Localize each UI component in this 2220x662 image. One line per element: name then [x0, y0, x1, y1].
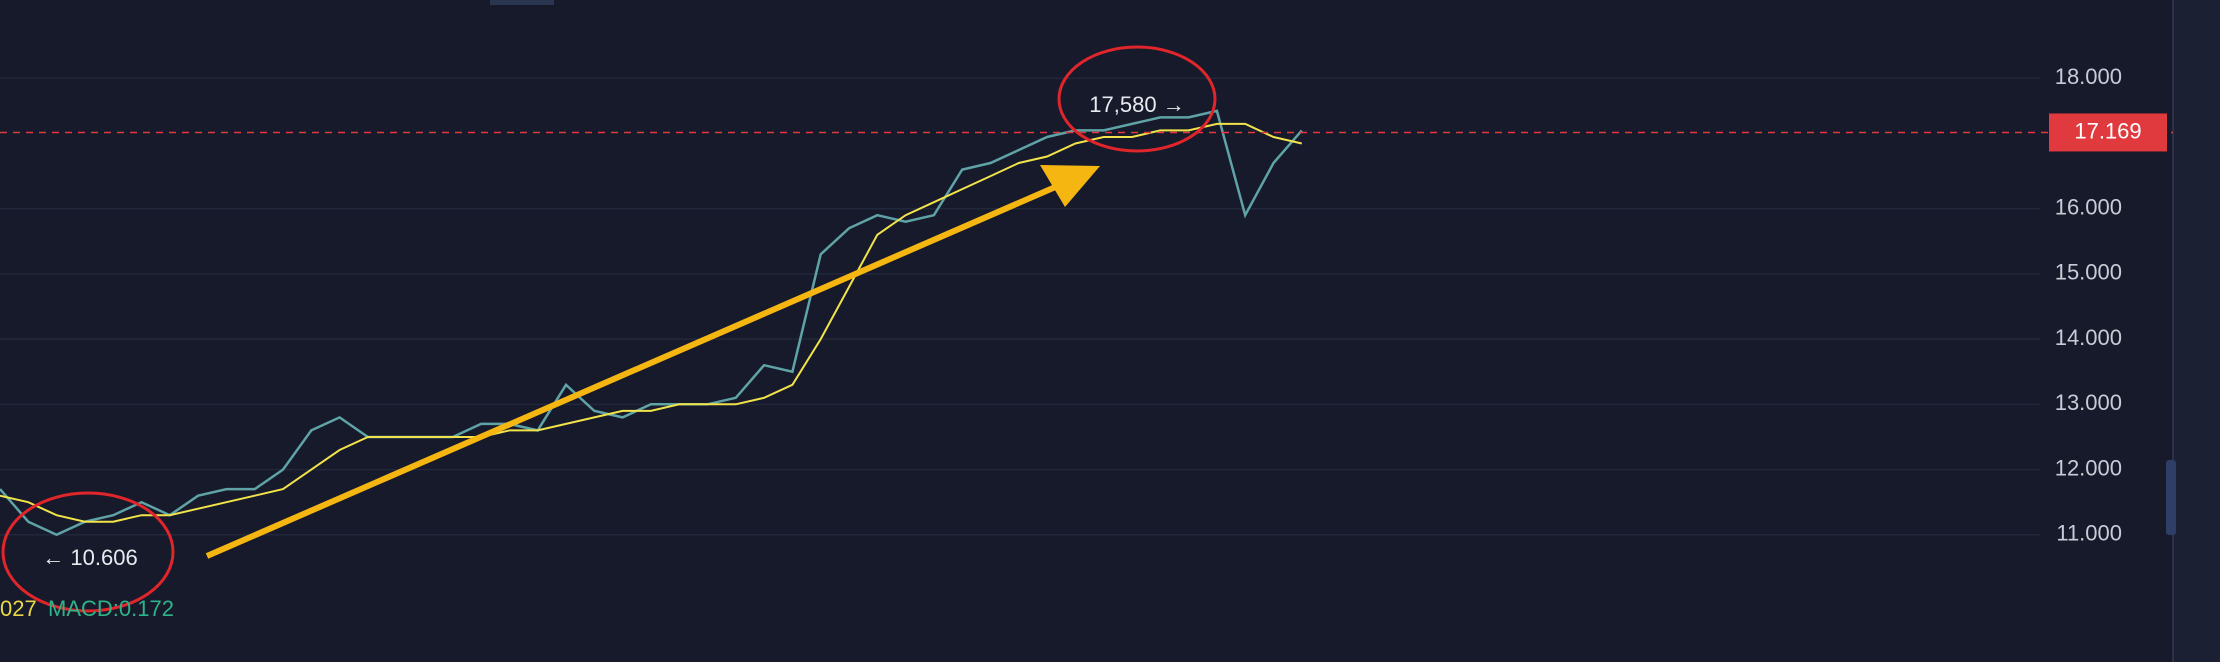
low-annotation: ← 10.606 [42, 545, 137, 570]
trend-arrow [205, 182, 1062, 559]
y-tick-label: 11.000 [2056, 521, 2122, 546]
side-toolbar [2173, 0, 2220, 662]
price-line [0, 122, 1303, 523]
indicator-label: 027 [0, 596, 37, 621]
high-circle [1057, 45, 1217, 153]
y-tick-label: 15.000 [2055, 260, 2122, 285]
plot: 11.000 12.000 13.000 14.000 15.000 16.000 18.0… [0, 64, 2173, 546]
high-annotation: 17,580 → [1089, 92, 1184, 117]
price-line [0, 109, 1303, 537]
scroll-handle[interactable] [2166, 460, 2176, 535]
y-tick-label: 16.000 [2055, 195, 2122, 220]
top-tab[interactable] [490, 0, 554, 5]
y-tick-label: 12.000 [2055, 455, 2122, 480]
low-circle [1, 491, 175, 613]
y-tick-label: 14.000 [2055, 325, 2122, 350]
arrow-head [1040, 165, 1100, 207]
macd-label: MACD:0.172 [48, 596, 174, 621]
last-price-label: 17.169 [2074, 118, 2141, 143]
y-tick-label: 13.000 [2055, 390, 2122, 415]
last-price-tag [2049, 113, 2167, 152]
y-tick-label: 18.000 [2055, 64, 2122, 89]
